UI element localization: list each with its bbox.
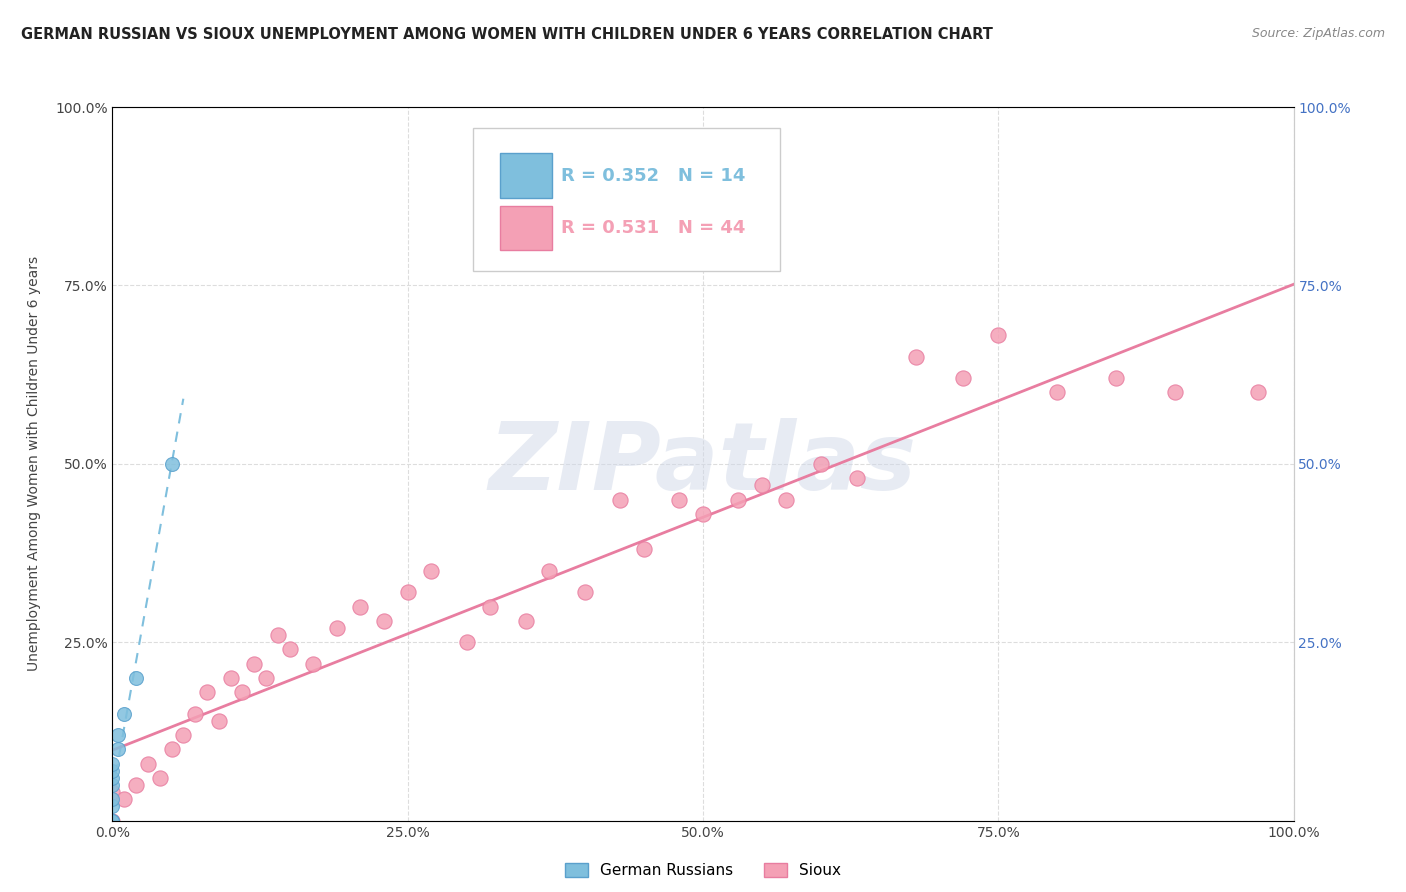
Point (125, 778, 148, 792)
Point (101, 778, 124, 792)
Point (692, 507, 714, 521)
Point (172, 728, 194, 742)
Point (987, 328, 1010, 343)
Point (101, 814, 124, 828)
Point (112, 706, 135, 721)
Point (101, 764, 124, 778)
Point (184, 706, 207, 721)
Point (149, 771, 172, 785)
Point (479, 599, 502, 614)
Point (219, 671, 242, 685)
Point (633, 542, 655, 557)
Point (1105, 371, 1128, 385)
Point (254, 671, 277, 685)
FancyBboxPatch shape (501, 205, 551, 250)
Point (160, 742, 183, 756)
Point (125, 671, 148, 685)
Point (101, 792, 124, 806)
Point (456, 635, 478, 649)
Point (396, 585, 419, 599)
Point (609, 492, 631, 507)
Point (515, 614, 537, 628)
Text: R = 0.352   N = 14: R = 0.352 N = 14 (561, 167, 745, 185)
Point (775, 492, 797, 507)
Point (136, 756, 159, 771)
Point (101, 771, 124, 785)
Point (101, 785, 124, 799)
Point (538, 564, 561, 578)
Point (243, 657, 266, 671)
Point (160, 457, 183, 471)
Point (727, 492, 749, 507)
Point (373, 614, 395, 628)
Point (302, 657, 325, 671)
Text: GERMAN RUSSIAN VS SIOUX UNEMPLOYMENT AMONG WOMEN WITH CHILDREN UNDER 6 YEARS COR: GERMAN RUSSIAN VS SIOUX UNEMPLOYMENT AMO… (21, 27, 993, 42)
Point (278, 642, 301, 657)
Point (668, 492, 690, 507)
FancyBboxPatch shape (472, 128, 780, 271)
Point (810, 457, 832, 471)
Point (101, 799, 124, 814)
Point (112, 792, 135, 806)
Point (107, 728, 129, 742)
Point (267, 628, 290, 642)
Point (904, 350, 927, 364)
Point (751, 478, 773, 492)
Text: R = 0.531   N = 44: R = 0.531 N = 44 (561, 219, 745, 236)
Legend: German Russians, Sioux: German Russians, Sioux (560, 857, 846, 884)
Y-axis label: Unemployment Among Women with Children Under 6 years: Unemployment Among Women with Children U… (27, 256, 41, 672)
Point (1164, 385, 1187, 400)
Point (107, 742, 129, 756)
Point (845, 471, 868, 485)
Point (101, 756, 124, 771)
Point (574, 585, 596, 599)
Text: ZIPatlas: ZIPatlas (489, 417, 917, 510)
Point (420, 564, 443, 578)
Point (349, 599, 371, 614)
Point (1046, 385, 1069, 400)
Point (326, 621, 349, 635)
Point (1247, 385, 1270, 400)
Point (231, 685, 253, 699)
Point (101, 814, 124, 828)
Point (101, 814, 124, 828)
Point (208, 714, 231, 728)
Point (195, 685, 218, 699)
Point (101, 814, 124, 828)
Text: Source: ZipAtlas.com: Source: ZipAtlas.com (1251, 27, 1385, 40)
Point (952, 371, 974, 385)
FancyBboxPatch shape (501, 153, 551, 198)
